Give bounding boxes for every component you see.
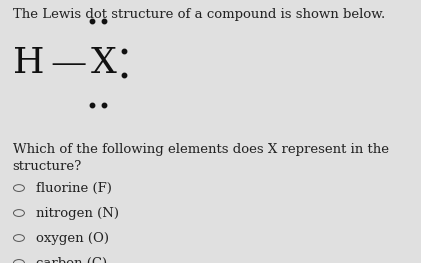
Text: —: — [51, 46, 87, 80]
Text: oxygen (O): oxygen (O) [36, 231, 109, 245]
Text: Which of the following elements does X represent in the
structure?: Which of the following elements does X r… [13, 143, 389, 173]
Text: X: X [91, 46, 116, 80]
Text: H: H [13, 46, 44, 80]
Text: fluorine (F): fluorine (F) [36, 181, 112, 195]
Text: carbon (C): carbon (C) [36, 256, 107, 263]
Text: The Lewis dot structure of a compound is shown below.: The Lewis dot structure of a compound is… [13, 8, 385, 21]
Text: nitrogen (N): nitrogen (N) [36, 206, 119, 220]
